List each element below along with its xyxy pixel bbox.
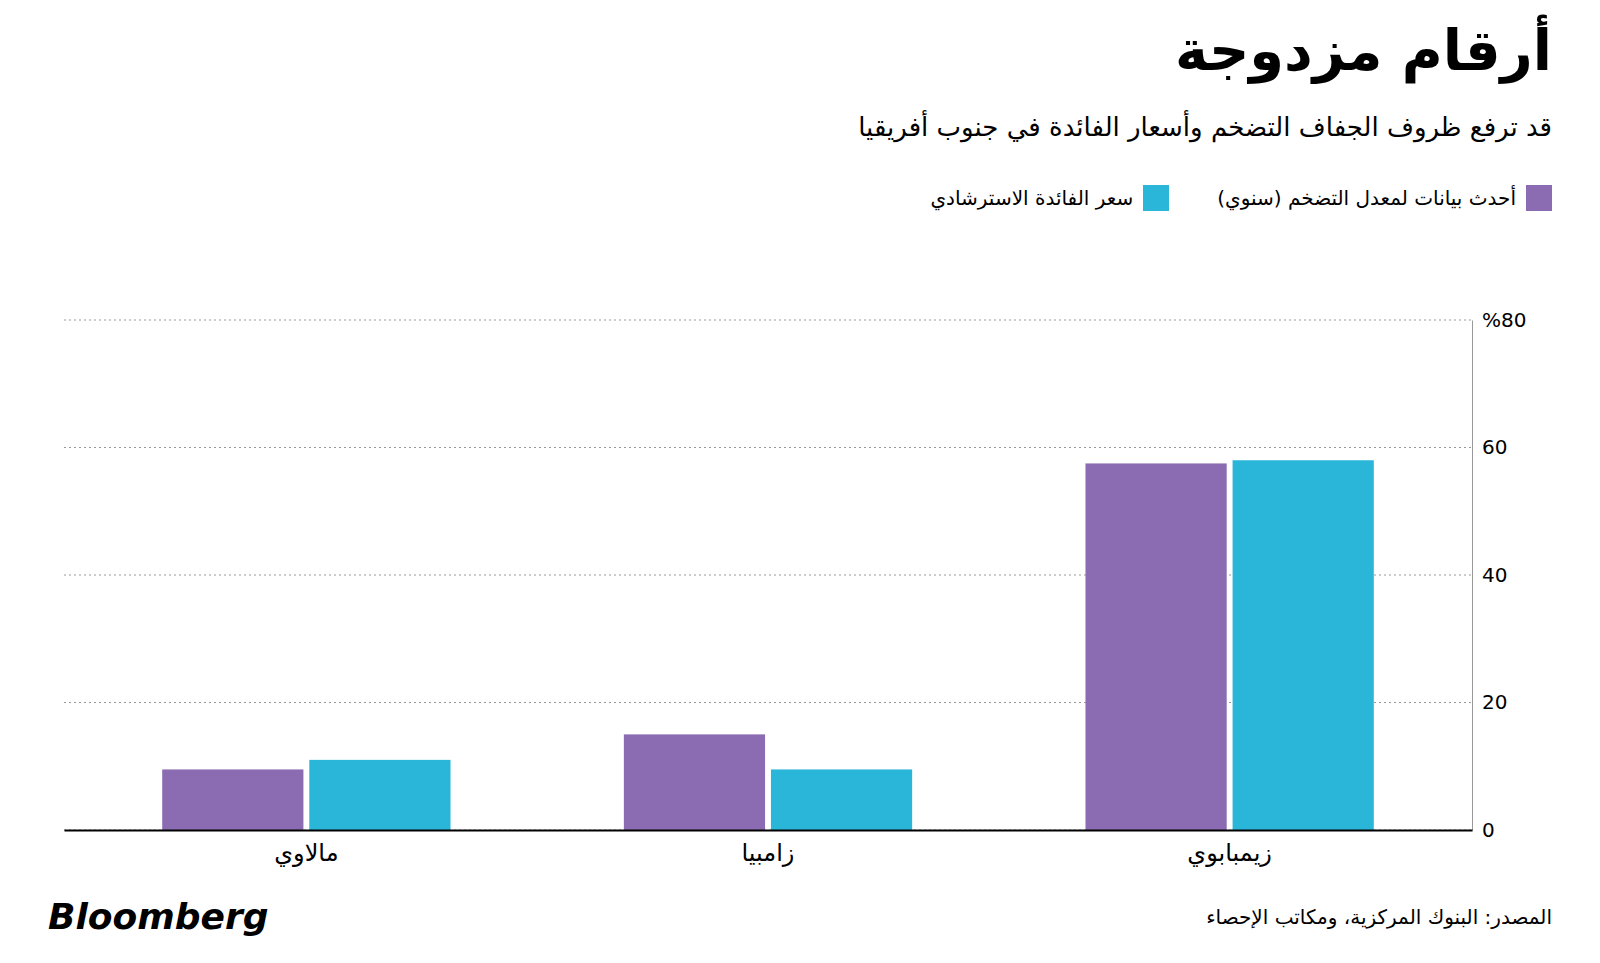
y-axis-line: [1472, 321, 1473, 831]
brand-note: Bloomberg: [48, 896, 268, 937]
bar: [309, 760, 450, 830]
legend-label: سعر الفائدة الاسترشادي: [930, 186, 1133, 210]
bar: [1233, 460, 1374, 830]
x-tick-label: زيمبابوي: [1187, 839, 1272, 867]
x-tick: مالاوي: [274, 839, 338, 867]
x-tick: زامبيا: [742, 839, 795, 867]
legend: أحدث بيانات لمعدل التضخم (سنوي) سعر الفائ…: [930, 185, 1552, 211]
legend-label: أحدث بيانات لمعدل التضخم (سنوي): [1217, 186, 1516, 210]
x-tick-label: زامبيا: [742, 839, 795, 867]
bar: [1085, 463, 1226, 830]
source-note: المصدر: البنوك المركزية، ومكاتب الإحصاء: [1206, 905, 1552, 929]
grid-line: [64, 320, 1472, 321]
grid-line: [64, 830, 1472, 831]
y-tick: %80: [1482, 308, 1526, 332]
legend-item: أحدث بيانات لمعدل التضخم (سنوي): [1217, 185, 1552, 211]
bar-series: [309, 460, 1373, 830]
subtitle: قد ترفع ظروف الجفاف التضخم وأسعار الفائد…: [858, 112, 1552, 142]
bar: [771, 769, 912, 830]
title: أرقام مزدوجة: [1175, 18, 1552, 83]
x-axis-line: [65, 830, 1473, 832]
y-tick: 60: [1482, 435, 1507, 459]
grid-line: [64, 447, 1472, 448]
y-tick-label: 60: [1482, 435, 1507, 459]
y-tick-label: 0: [1482, 818, 1495, 842]
legend-item: سعر الفائدة الاسترشادي: [930, 185, 1169, 211]
chart-svg: 0 20 40 60 %80 مالاوي زامبيا زيمبابوي: [0, 0, 1600, 963]
y-tick-label: 40: [1482, 563, 1507, 587]
x-axis: مالاوي زامبيا زيمبابوي: [65, 831, 1473, 868]
y-tick: 20: [1482, 690, 1507, 714]
legend-swatch: [1526, 185, 1552, 211]
y-tick: 40: [1482, 563, 1507, 587]
x-tick-label: مالاوي: [274, 839, 338, 867]
bar: [162, 769, 303, 830]
bars: [162, 460, 1374, 830]
bar-series: [162, 463, 1226, 830]
y-axis: 0 20 40 60 %80: [1473, 308, 1527, 842]
bar: [624, 734, 765, 830]
legend-swatch: [1143, 185, 1169, 211]
grid: [64, 320, 1472, 830]
chart-root: أرقام مزدوجة قد ترفع ظروف الجفاف التضخم و…: [0, 0, 1600, 963]
y-tick-label: 20: [1482, 690, 1507, 714]
x-tick: زيمبابوي: [1187, 839, 1272, 867]
y-tick-label: %80: [1482, 308, 1526, 332]
y-tick: 0: [1482, 818, 1495, 842]
